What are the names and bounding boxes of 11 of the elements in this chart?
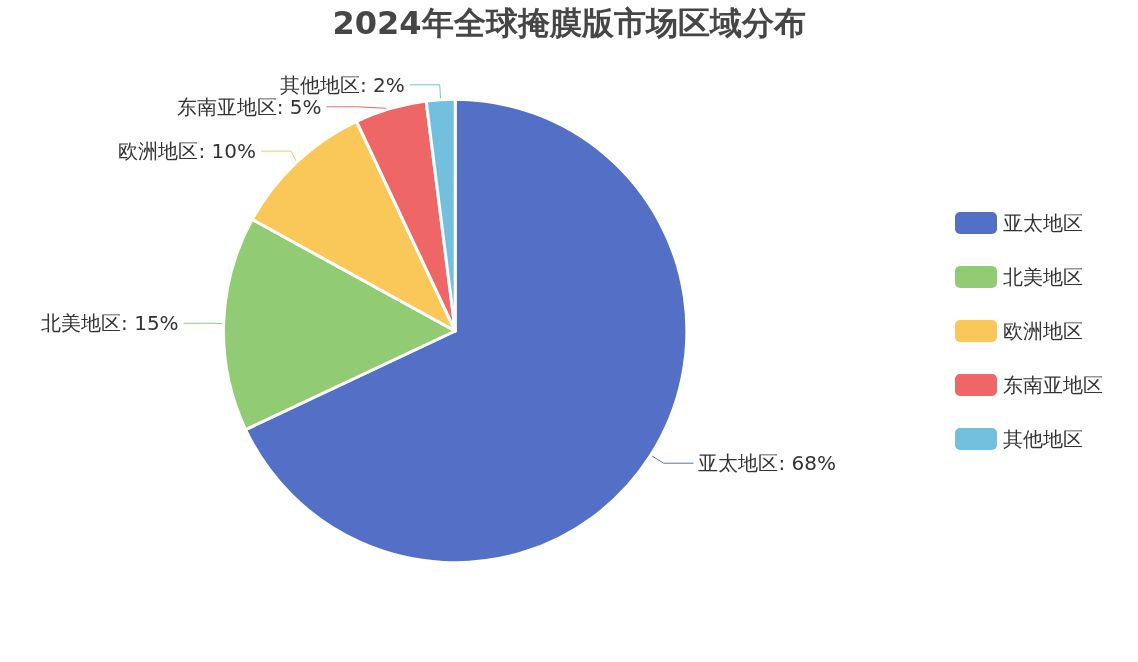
- data-label: 亚太地区: 68%: [698, 451, 837, 476]
- data-label: 欧洲地区: 10%: [118, 139, 257, 164]
- legend-label: 其他地区: [1003, 427, 1083, 451]
- data-label: 其他地区: 2%: [279, 72, 405, 97]
- legend-label: 北美地区: [1003, 265, 1083, 289]
- legend-label: 欧洲地区: [1003, 319, 1083, 343]
- data-label: 东南亚地区: 5%: [176, 94, 322, 119]
- legend-label: 东南亚地区: [1003, 373, 1103, 397]
- data-label: 北美地区: 15%: [41, 311, 179, 336]
- legend-label: 亚太地区: [1003, 211, 1083, 235]
- chart-title: 2024年全球掩膜版市场区域分布: [332, 4, 806, 42]
